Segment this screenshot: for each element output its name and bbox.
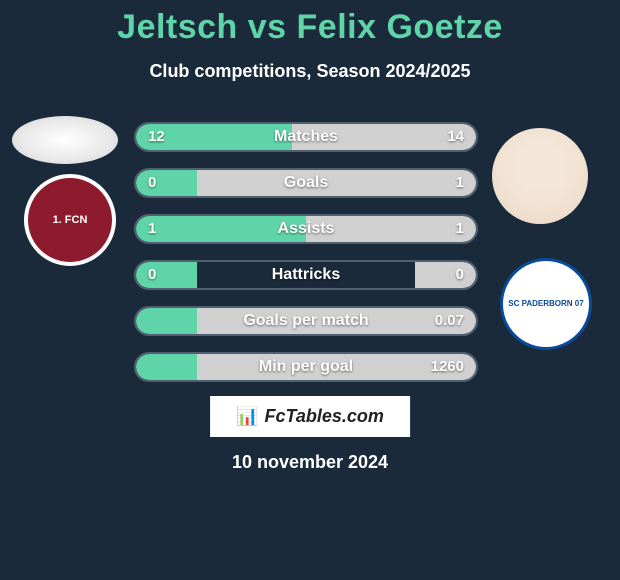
stat-label: Goals per match xyxy=(136,308,476,334)
stat-value-left: 0 xyxy=(148,262,156,288)
subtitle: Club competitions, Season 2024/2025 xyxy=(0,61,620,82)
stat-row: Matches12 14 xyxy=(134,122,478,152)
stat-value-left: 0 xyxy=(148,170,156,196)
stat-label: Goals xyxy=(136,170,476,196)
stat-row: Min per goal1260 xyxy=(134,352,478,382)
stat-value-right: 0 xyxy=(456,262,464,288)
footer-date: 10 november 2024 xyxy=(0,452,620,473)
stat-value-right: 1 xyxy=(456,216,464,242)
club-right-text: SC PADERBORN 07 xyxy=(508,300,583,309)
stat-row: Goals per match0.07 xyxy=(134,306,478,336)
stat-label: Matches xyxy=(136,124,476,150)
player-right-avatar xyxy=(492,128,588,224)
stat-value-right: 1 xyxy=(456,170,464,196)
stat-label: Min per goal xyxy=(136,354,476,380)
stat-value-right: 1260 xyxy=(431,354,464,380)
stat-value-right: 14 xyxy=(447,124,464,150)
title: Jeltsch vs Felix Goetze xyxy=(0,0,620,47)
stat-label: Hattricks xyxy=(136,262,476,288)
stat-value-left: 1 xyxy=(148,216,156,242)
stat-value-right: 0.07 xyxy=(435,308,464,334)
stat-value-left: 12 xyxy=(148,124,165,150)
stat-label: Assists xyxy=(136,216,476,242)
stat-row: Assists1 1 xyxy=(134,214,478,244)
player-right-club-badge: SC PADERBORN 07 xyxy=(500,258,592,350)
footer-logo: FcTables.com xyxy=(210,396,410,437)
stats-chart: Matches1214Goals01Assists11Hattricks00Go… xyxy=(134,122,478,398)
stat-row: Hattricks0 0 xyxy=(134,260,478,290)
stat-row: Goals0 1 xyxy=(134,168,478,198)
player-left-avatar xyxy=(12,116,118,164)
club-left-text: 1. FCN xyxy=(53,214,88,226)
player-left-club-badge: 1. FCN xyxy=(24,174,116,266)
